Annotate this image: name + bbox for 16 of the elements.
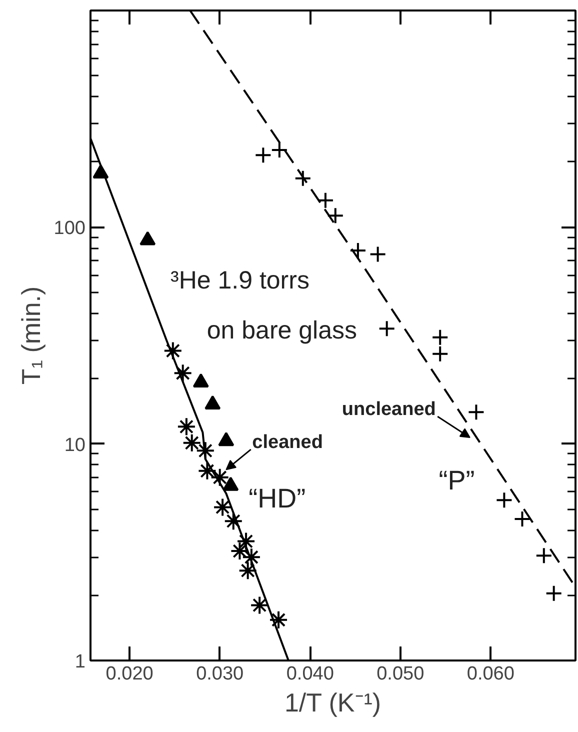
annotation: “HD”: [248, 484, 306, 514]
y-tick-label: 1: [74, 652, 86, 672]
x-tick-label: 0.040: [286, 664, 334, 684]
x-axis-title: 1/T (K⁻¹): [284, 688, 382, 718]
y-tick-label: 100: [54, 218, 86, 240]
annotation: cleaned: [252, 432, 323, 454]
x-tick-label: 0.030: [196, 664, 244, 684]
x-tick-label: 0.060: [466, 664, 514, 684]
y-tick-label: 10: [64, 434, 86, 456]
annotation: on bare glass: [206, 316, 358, 344]
x-tick-label: 0.050: [376, 664, 424, 684]
annotation: ³He 1.9 torrs: [170, 266, 310, 294]
y-axis-title: T₁ (min.): [16, 286, 46, 385]
annotation: “P”: [438, 465, 475, 496]
annotation: uncleaned: [342, 398, 436, 420]
x-tick-label: 0.020: [106, 664, 154, 684]
